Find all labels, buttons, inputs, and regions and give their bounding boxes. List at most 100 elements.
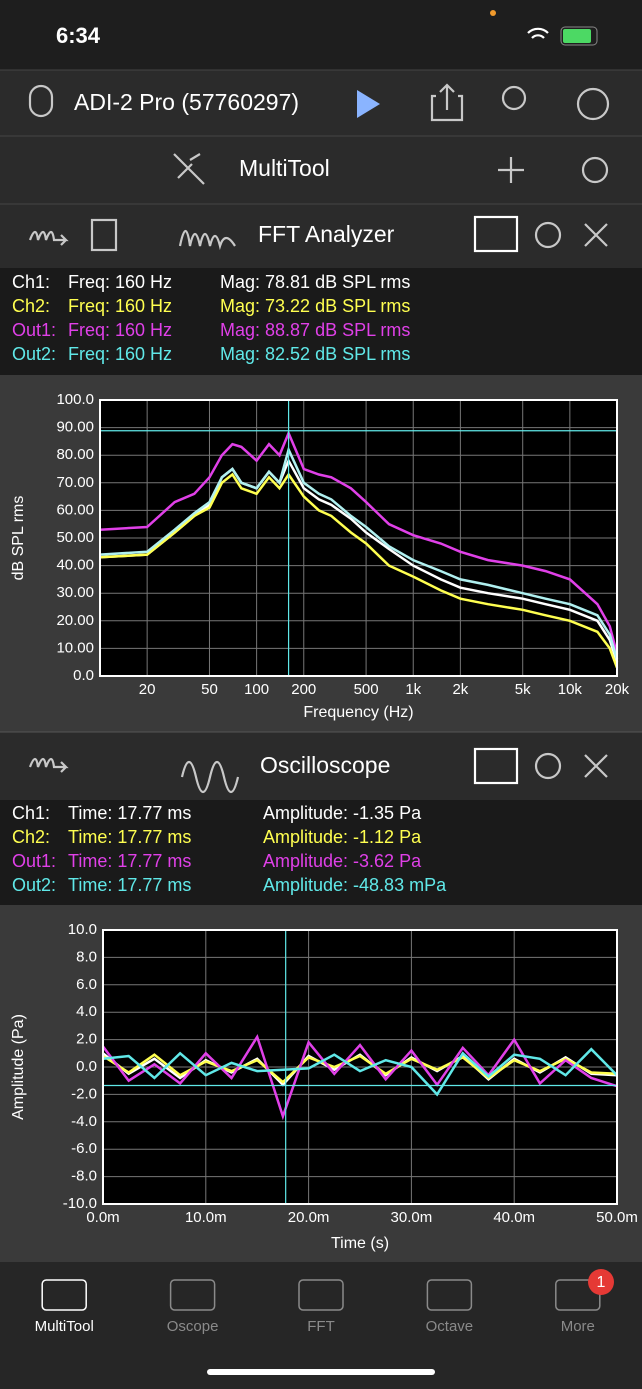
toolbar-settings[interactable] [581,156,609,184]
tab-label[interactable]: MultiTool [35,1318,94,1335]
x-tick-label: 40.0m [493,1209,535,1226]
readout: Time: 17.77 ms [68,875,191,895]
osc-input-icon[interactable] [28,757,69,773]
y-tick-label: 70.00 [56,474,94,491]
readout: Amplitude: -3.62 Pa [263,851,422,871]
x-tick-label: 50 [201,681,218,698]
readout: Out2: [12,344,56,364]
osc-readouts [0,800,642,905]
readout: Mag: 88.87 dB SPL rms [220,320,410,340]
add-button[interactable] [498,157,524,183]
y-tick-label: 30.00 [56,584,94,601]
info-button[interactable] [576,87,610,121]
y-tick-label: 80.00 [56,446,94,463]
readout: Ch2: [12,296,50,316]
readout: Mag: 73.22 dB SPL rms [220,296,410,316]
battery-level [563,29,591,43]
y-tick-label: 6.0 [76,976,97,993]
fft-icon [178,229,236,251]
y-tick-label: 50.00 [56,529,94,546]
fft-title: FFT Analyzer [258,221,395,247]
play-button[interactable] [357,90,380,118]
tab-bar [0,1262,642,1389]
toolbar-title: MultiTool [239,155,330,181]
readout: Time: 17.77 ms [68,827,191,847]
x-tick-label: 20.0m [288,1209,330,1226]
osc-settings[interactable] [534,752,562,780]
readout: Amplitude: -1.12 Pa [263,827,422,847]
tab-icon[interactable] [426,1279,473,1311]
x-tick-label: 50.0m [596,1209,638,1226]
readout: Out1: [12,320,56,340]
x-tick-label: 10k [558,681,583,698]
x-tick-label: 200 [291,681,316,698]
x-tick-label: 30.0m [391,1209,433,1226]
input-icon[interactable] [28,230,69,246]
fft-settings[interactable] [534,221,562,249]
tab-label[interactable]: FFT [307,1318,335,1335]
y-tick-label: 60.00 [56,501,94,518]
x-tick-label: 100 [244,681,269,698]
readout: Freq: 160 Hz [68,320,172,340]
mic-icon[interactable] [28,84,54,118]
file-icon[interactable] [90,218,118,252]
readout: Ch1: [12,272,50,292]
fft-graph-button[interactable] [473,215,519,253]
readout: Freq: 160 Hz [68,296,172,316]
readout: Ch1: [12,803,50,823]
readout: Freq: 160 Hz [68,272,172,292]
osc-title: Oscilloscope [260,752,390,778]
series-line [99,429,619,655]
series-line [102,1033,618,1121]
y-tick-label: 40.00 [56,557,94,574]
readout: Out2: [12,875,56,895]
wifi-icon [527,27,549,39]
tab-label[interactable]: More [561,1318,595,1335]
readout: Time: 17.77 ms [68,851,191,871]
tab-icon[interactable] [41,1279,87,1311]
x-tick-label: 20k [605,681,630,698]
tab-icon[interactable] [298,1279,344,1311]
x-tick-label: 2k [452,681,468,698]
device-name[interactable]: ADI-2 Pro (57760297) [74,89,299,115]
y-tick-label: 4.0 [76,1003,97,1020]
y-tick-label: 2.0 [76,1031,97,1048]
x-axis-label: Frequency (Hz) [303,704,413,721]
tab-label[interactable]: Oscope [167,1318,219,1335]
battery [560,26,598,46]
tab-label[interactable]: Octave [426,1318,474,1335]
badge [588,1269,614,1295]
readout: Freq: 160 Hz [68,344,172,364]
plot-frame [99,399,618,677]
tab-icon[interactable] [555,1279,601,1311]
y-tick-label: 0.0 [76,1058,97,1075]
osc-graph-button[interactable] [473,747,519,785]
y-tick-label: 10.00 [56,639,94,656]
y-tick-label: -8.0 [71,1168,97,1185]
tab-icon[interactable] [169,1279,216,1311]
y-tick-label: -6.0 [71,1140,97,1157]
clock: 6:34 [56,23,101,48]
share-button[interactable] [430,83,464,122]
y-tick-label: 20.00 [56,612,94,629]
settings-button[interactable] [501,85,527,111]
x-tick-label: 0.0m [86,1209,119,1226]
x-tick-label: 10.0m [185,1209,227,1226]
x-tick-label: 20 [139,681,156,698]
y-tick-label: 100.0 [56,391,94,408]
series-line [99,446,619,660]
osc-close[interactable] [584,754,608,778]
x-tick-label: 5k [515,681,531,698]
series-line [102,1047,618,1097]
readout: Time: 17.77 ms [68,803,191,823]
home-indicator [207,1369,435,1375]
readout: Mag: 82.52 dB SPL rms [220,344,410,364]
y-axis-label: Amplitude (Pa) [10,1014,27,1120]
fft-close[interactable] [584,223,608,247]
readout: Ch2: [12,827,50,847]
multitool-icon [173,153,205,185]
osc-icon [180,760,240,794]
y-tick-label: -2.0 [71,1085,97,1102]
